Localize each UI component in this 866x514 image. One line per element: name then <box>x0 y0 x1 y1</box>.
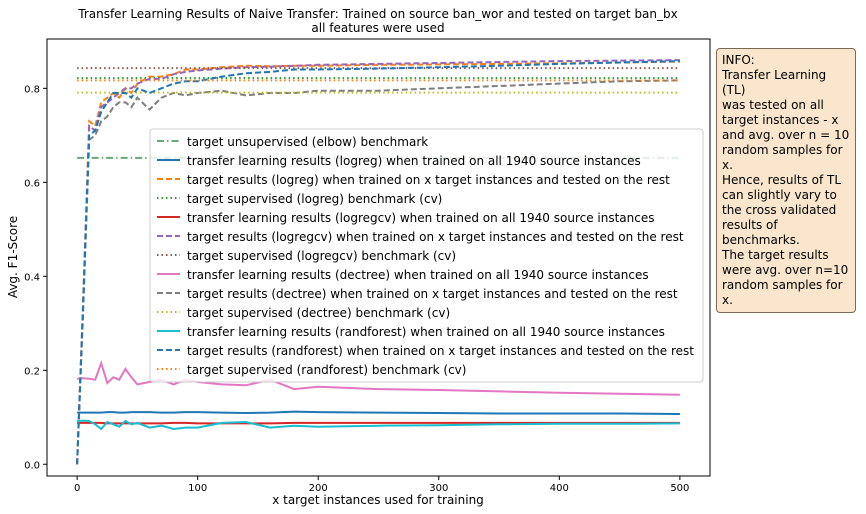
y-tick-label: 0.2 <box>24 366 40 377</box>
legend-label-8: transfer learning results (dectree) when… <box>187 268 649 282</box>
x-tick-label: 0 <box>74 483 80 494</box>
x-axis-label: x target instances used for training <box>272 493 484 507</box>
chart-title: Transfer Learning Results of Naive Trans… <box>77 7 677 21</box>
legend: target unsupervised (elbow) benchmark tra… <box>149 128 704 383</box>
x-tick-label: 100 <box>188 483 207 494</box>
legend-label-5: transfer learning results (logregcv) whe… <box>187 211 655 225</box>
series-line-11 <box>77 419 680 431</box>
y-tick-label: 0.8 <box>24 84 40 95</box>
legend-label-3: target results (logreg) when trained on … <box>187 173 670 187</box>
legend-label-6: target results (logregcv) when trained o… <box>187 230 684 244</box>
plot-frame <box>46 38 711 477</box>
legend-label-2: transfer learning results (logreg) when … <box>187 154 641 168</box>
legend-label-7: target supervised (logregcv) benchmark (… <box>187 249 456 263</box>
series-line-6 <box>76 59 680 465</box>
series-line-9 <box>76 79 680 465</box>
plot-lines <box>76 59 680 465</box>
legend-box <box>149 128 704 383</box>
y-axis-label: Avg. F1-Score <box>6 216 20 298</box>
legend-label-9: target results (dectree) when trained on… <box>187 287 678 301</box>
legend-label-10: target supervised (dectree) benchmark (c… <box>187 306 450 320</box>
legend-label-1: target unsupervised (elbow) benchmark <box>187 135 428 149</box>
x-tick-label: 200 <box>309 483 328 494</box>
legend-label-11: transfer learning results (randforest) w… <box>187 325 665 339</box>
series-line-12 <box>76 60 680 465</box>
x-tick-label: 500 <box>670 483 689 494</box>
y-tick-label: 0.0 <box>24 460 40 471</box>
series-line-3 <box>76 60 680 465</box>
y-tick-label: 0.4 <box>24 272 40 283</box>
legend-label-13: target supervised (randforest) benchmark… <box>187 363 466 377</box>
series-line-8 <box>77 360 680 396</box>
series-line-2 <box>77 410 680 415</box>
legend-label-12: target results (randforest) when trained… <box>187 344 694 358</box>
info-box: INFO: Transfer Learning (TL) was tested … <box>716 48 856 313</box>
x-tick-label: 400 <box>550 483 569 494</box>
series-line-5 <box>77 421 680 425</box>
legend-label-4: target supervised (logreg) benchmark (cv… <box>187 192 442 206</box>
axis-ticks: 0 100 200 300 400 500 0.0 0.2 0.4 0.6 0.8 <box>24 84 689 494</box>
chart-subtitle: all features were used <box>311 21 444 35</box>
y-tick-label: 0.6 <box>24 178 40 189</box>
x-tick-label: 300 <box>429 483 448 494</box>
